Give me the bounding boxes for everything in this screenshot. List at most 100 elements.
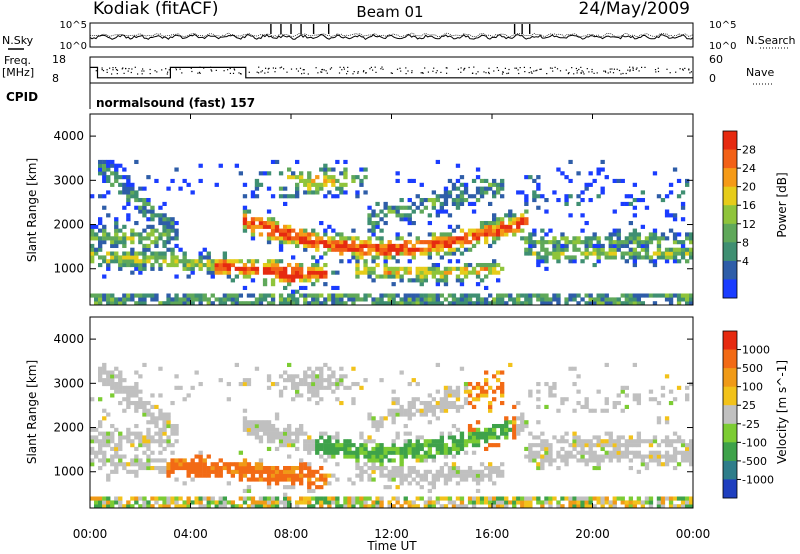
velocity-cell	[556, 450, 561, 455]
velocity-cell	[102, 496, 107, 501]
velocity-cell	[150, 465, 155, 471]
velocity-cell	[660, 454, 666, 459]
velocity-cell	[274, 381, 280, 387]
power-cell	[142, 213, 147, 218]
velocity-cell	[142, 465, 147, 471]
power-cell	[311, 274, 316, 279]
velocity-cell	[500, 462, 505, 467]
velocity-cell	[266, 427, 272, 432]
velocity-cell	[488, 443, 493, 448]
velocity-cell	[194, 500, 199, 505]
power-cell	[459, 236, 465, 241]
velocity-cell	[383, 485, 388, 490]
velocity-cell	[266, 477, 272, 482]
power-cell	[423, 274, 429, 279]
velocity-cell	[471, 431, 477, 436]
velocity-cell	[560, 458, 565, 463]
power-cell	[174, 297, 179, 302]
velocity-cell	[146, 446, 151, 452]
power-cell	[439, 255, 445, 260]
power-cell	[411, 209, 416, 214]
velocity-cell	[367, 504, 372, 509]
power-cell	[283, 240, 288, 245]
power-cell	[303, 228, 308, 233]
power-cell	[206, 270, 211, 275]
power-cell	[536, 251, 541, 256]
power-cell	[379, 243, 384, 249]
power-cell	[504, 213, 509, 218]
power-cell	[186, 259, 191, 264]
power-cell	[299, 228, 304, 233]
power-cell	[516, 228, 521, 233]
power-cell	[331, 247, 336, 252]
velocity-cell	[355, 462, 360, 467]
power-cell	[118, 259, 123, 264]
power-cell	[379, 217, 384, 222]
velocity-cell	[98, 431, 103, 436]
nave-point	[321, 71, 323, 73]
power-cell	[423, 197, 429, 203]
velocity-cell	[110, 435, 115, 440]
velocity-cell	[339, 381, 344, 387]
velocity-cell	[612, 450, 617, 455]
power-cell	[632, 259, 638, 264]
velocity-cell	[520, 412, 525, 417]
velocity-cell	[395, 435, 400, 440]
velocity-cell	[323, 443, 328, 448]
noise-left-label: N.Sky	[2, 34, 34, 47]
velocity-cell	[536, 404, 541, 410]
power-cell	[419, 270, 424, 275]
power-cell	[162, 217, 167, 222]
power-cell	[391, 243, 396, 249]
velocity-cell	[222, 500, 228, 505]
power-cell	[270, 232, 276, 237]
velocity-cell	[254, 465, 260, 471]
power-cell	[295, 266, 300, 271]
power-cell	[560, 232, 565, 237]
power-cell	[668, 228, 674, 233]
velocity-cell	[327, 443, 332, 448]
velocity-cell	[307, 496, 312, 501]
power-cell	[307, 182, 312, 187]
power-cell	[536, 182, 541, 187]
nave-point	[211, 70, 213, 72]
nave-point	[517, 69, 519, 71]
velocity-cell	[299, 393, 304, 398]
velocity-cell	[391, 412, 396, 417]
velocity-cell	[616, 435, 621, 440]
power-cell	[134, 205, 139, 210]
power-cell	[367, 205, 372, 210]
power-cell	[142, 293, 147, 298]
power-cell	[391, 205, 396, 210]
velocity-cell	[411, 443, 416, 448]
power-cell	[387, 243, 392, 249]
power-cell	[162, 243, 167, 249]
power-cell	[254, 266, 260, 271]
velocity-cell	[516, 431, 521, 436]
velocity-cell	[351, 504, 356, 509]
velocity-cell	[367, 458, 372, 463]
power-cell	[335, 301, 340, 306]
velocity-cell	[371, 462, 376, 467]
power-cell	[315, 259, 320, 264]
power-cell	[242, 194, 248, 199]
velocity-cell	[427, 446, 433, 452]
nave-point	[143, 70, 145, 72]
power-cell	[270, 278, 276, 283]
velocity-cell	[536, 435, 541, 440]
power-cell	[319, 240, 324, 245]
power-cell	[295, 190, 300, 195]
nave-point	[549, 67, 552, 69]
colorbar-tick-label: -1000	[742, 473, 774, 486]
velocity-cell	[504, 496, 509, 501]
power-cell	[407, 205, 412, 210]
velocity-cell	[604, 454, 609, 459]
velocity-cell	[471, 435, 477, 440]
velocity-cell	[323, 481, 328, 486]
power-cell	[182, 266, 187, 271]
power-cell	[198, 301, 203, 306]
velocity-cell	[134, 385, 139, 390]
velocity-cell	[443, 477, 449, 482]
velocity-y-axis-label: Slant Range [km]	[25, 360, 39, 464]
power-cell	[672, 255, 678, 260]
